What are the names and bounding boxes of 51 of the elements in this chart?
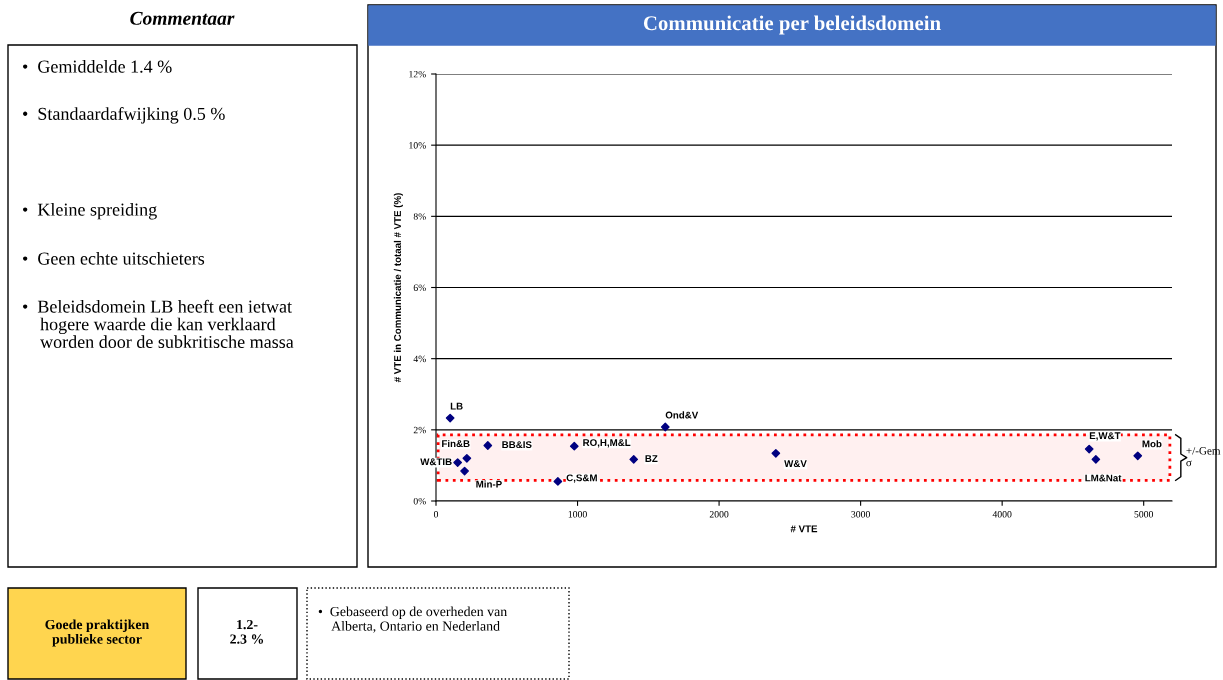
x-tick-label: 5000 — [1134, 511, 1154, 518]
x-tick-label: 3000 — [851, 511, 870, 518]
annotation: E,W&T — [1089, 432, 1121, 441]
x-tick-label: 4000 — [992, 511, 1012, 518]
x-tick-label: 2000 — [709, 511, 729, 518]
point — [569, 441, 579, 451]
annotation: LM&Nat — [1085, 474, 1122, 482]
y-tick-label: 12% — [409, 70, 426, 78]
annotation: Fin&B — [442, 439, 470, 448]
text: Commentaar — [130, 11, 235, 25]
text: 1.2- 2.3 % — [230, 619, 264, 644]
y-tick-label: 0% — [413, 497, 426, 505]
text: • Gemiddelde 1.4 % — [23, 60, 172, 73]
y-tick-label: 6% — [413, 284, 426, 291]
annotation: W&V — [784, 460, 807, 468]
point — [483, 441, 493, 450]
x-tick-label: 0 — [433, 511, 439, 518]
text: • Standaardafwijking 0.5 % — [23, 107, 225, 124]
text: • Beleidsdomein LB heeft een ietwat hogere waarde die kan verklaard worden door de subkritische massa — [23, 299, 294, 349]
text: • Kleine spreiding — [23, 203, 157, 220]
point — [629, 454, 639, 464]
annotation: Min-P — [476, 480, 502, 488]
annotation: RO,H,M&L — [583, 439, 631, 448]
annotation: W&TIB — [420, 458, 452, 466]
y-tick-label: 8% — [413, 213, 426, 220]
point — [445, 413, 455, 423]
point — [771, 448, 781, 458]
point — [1084, 444, 1094, 454]
chart-title: Communicatie per beleidsdomein — [643, 15, 941, 35]
y-tick-label: 4% — [413, 355, 426, 363]
annotation: BB&IS — [502, 441, 532, 449]
point — [453, 458, 463, 467]
point — [660, 422, 670, 432]
text: • Gebaseerd op de overheden van Alberta, Ontario en Nederland — [318, 606, 507, 633]
annotation: LB — [450, 402, 463, 410]
point — [1133, 451, 1143, 461]
point — [462, 453, 472, 463]
x-tick-label: 1000 — [568, 511, 587, 518]
y-tick-label: 2% — [413, 426, 426, 434]
y-tick-label: 10% — [409, 142, 426, 149]
annotation: Ond&V — [665, 411, 699, 419]
point — [460, 466, 469, 476]
point — [553, 477, 563, 486]
x-axis-title: # VTE — [790, 525, 818, 533]
annotation: Mob — [1142, 440, 1162, 448]
annotation: C,S&M — [566, 474, 597, 483]
point — [1091, 454, 1101, 464]
y-axis-title: # VTE in Communicatie / totaal # VTE (%) — [393, 193, 403, 383]
text: • Geen echte uitschieters — [23, 252, 205, 265]
text: Goede praktijken publieke sector — [45, 619, 150, 647]
annotation: BZ — [645, 455, 658, 462]
